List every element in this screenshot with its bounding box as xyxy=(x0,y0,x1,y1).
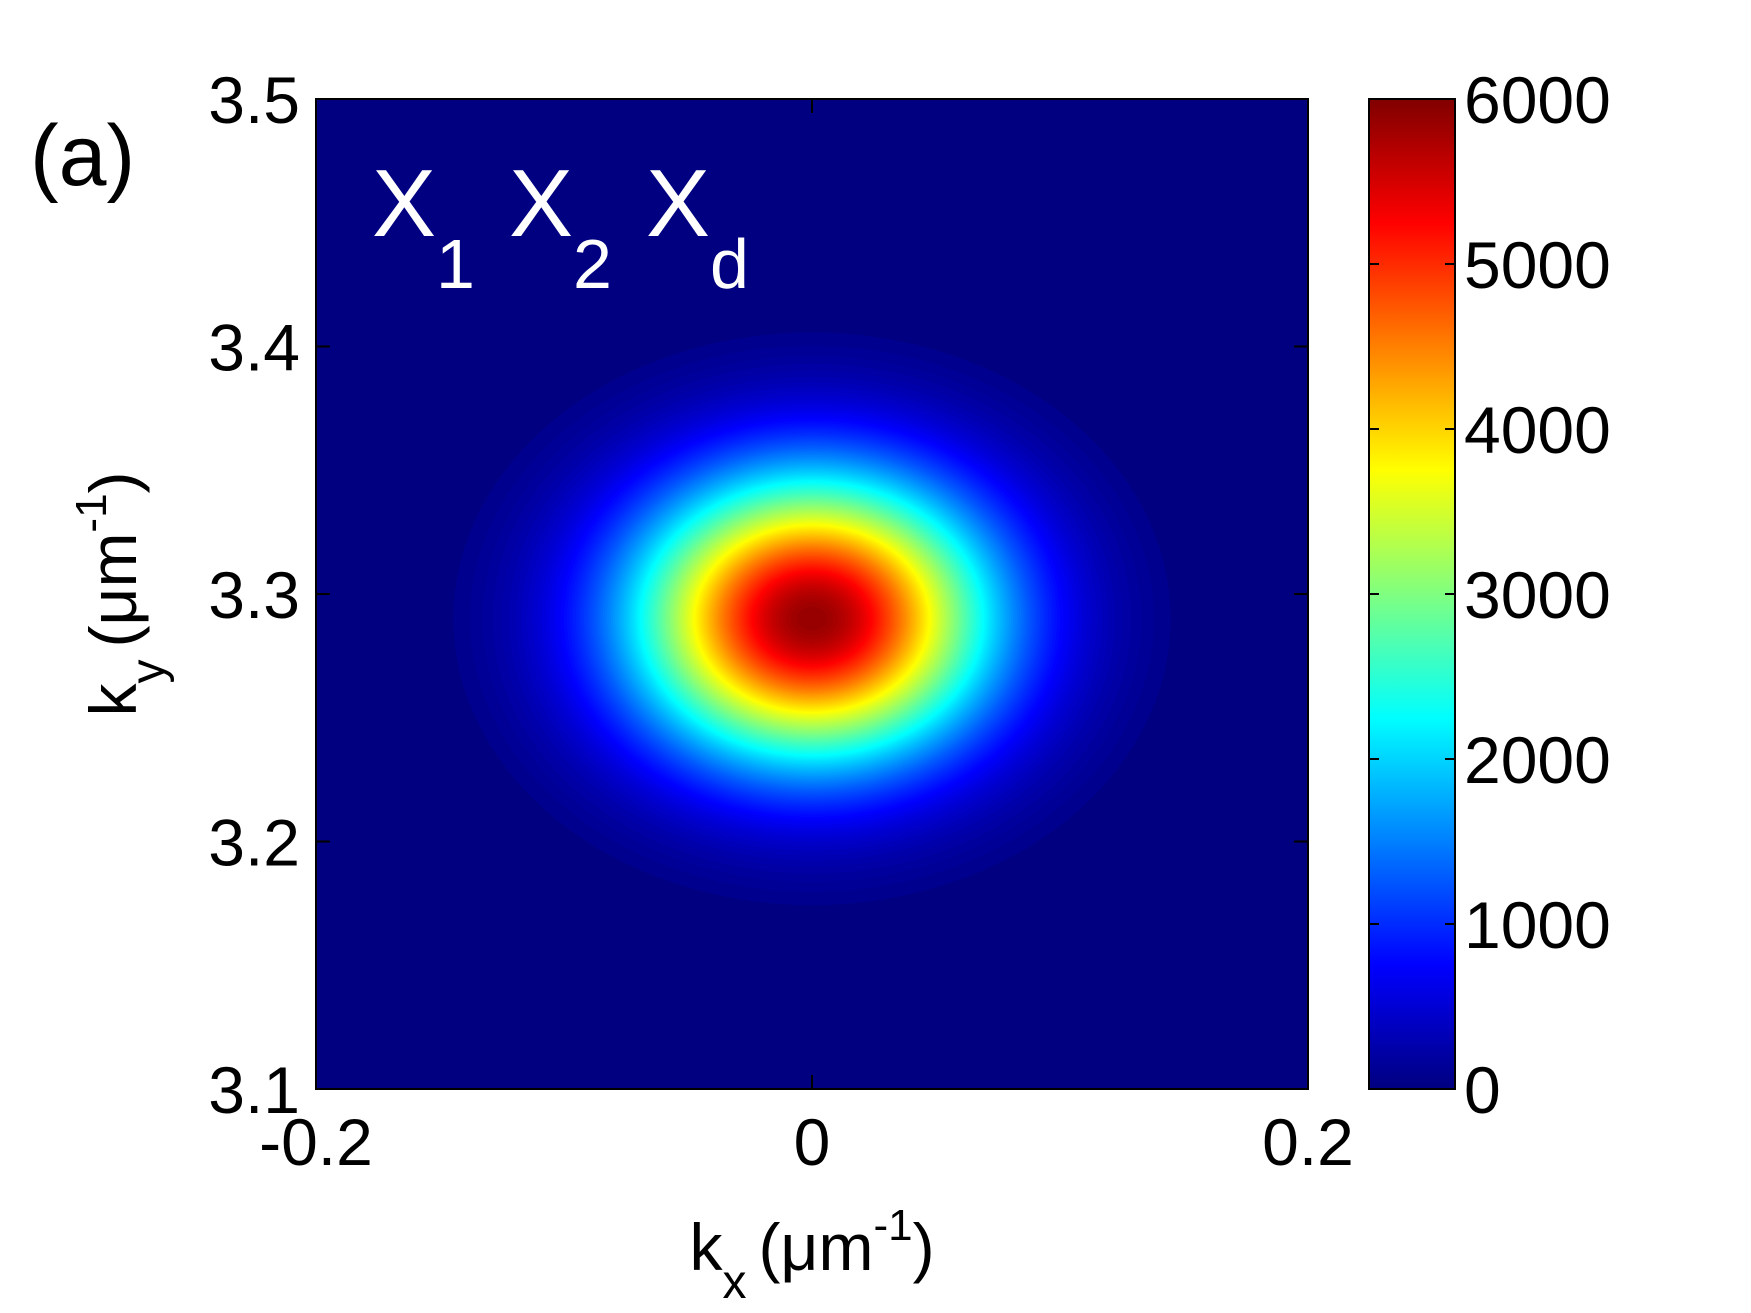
plot-area xyxy=(316,99,1308,1089)
y-label-unit-sup: -1 xyxy=(67,493,116,532)
x-tick-label: 0 xyxy=(794,1105,831,1179)
annotation-main: X xyxy=(509,150,573,257)
colorbar-tick-label: 4000 xyxy=(1464,393,1611,467)
colorbar-tick-label: 1000 xyxy=(1464,888,1611,962)
annotation-subscript: 1 xyxy=(436,225,475,303)
y-tick-label: 3.2 xyxy=(208,806,300,880)
x-label-unit-sup: -1 xyxy=(873,1201,912,1250)
x-label-sub: x xyxy=(722,1256,746,1309)
annotation-text: X1X2Xd xyxy=(372,150,749,303)
y-tick-label: 3.3 xyxy=(208,558,300,632)
y-axis-ticks: 3.1 3.2 3.3 3.4 3.5 xyxy=(208,63,1308,1127)
y-tick-label: 3.1 xyxy=(208,1053,300,1127)
colorbar-tick-label: 6000 xyxy=(1464,63,1611,137)
heatmap-rings xyxy=(453,332,1171,906)
annotation-subscript: 2 xyxy=(573,225,612,303)
panel-label: (a) xyxy=(30,108,135,204)
x-label-unit: (μm xyxy=(758,1210,873,1284)
series-annotation: X1X2Xd xyxy=(372,150,749,303)
colorbar-ticks: 0 1000 2000 3000 4000 5000 6000 xyxy=(1369,63,1611,1127)
y-axis-label: ky (μm-1) xyxy=(67,471,175,716)
heatmap-ring xyxy=(797,606,827,631)
y-label-unit: (μm xyxy=(76,533,150,648)
colorbar-tick-label: 3000 xyxy=(1464,558,1611,632)
colorbar-tick-label: 0 xyxy=(1464,1053,1501,1127)
x-axis-label: kx (μm-1) xyxy=(689,1201,934,1309)
x-label-main: k xyxy=(689,1210,723,1284)
colorbar-tick-label: 5000 xyxy=(1464,228,1611,302)
x-label-unit-close: ) xyxy=(913,1210,935,1284)
colorbar-gradient xyxy=(1368,98,1456,1090)
annotation-main: X xyxy=(372,150,436,257)
colorbar: 0 1000 2000 3000 4000 5000 6000 xyxy=(1368,63,1611,1127)
y-label-main: k xyxy=(76,683,150,717)
annotation-main: X xyxy=(646,150,710,257)
colorbar-tick-label: 2000 xyxy=(1464,723,1611,797)
y-label-sub: y xyxy=(122,660,175,684)
x-tick-label: 0.2 xyxy=(1262,1105,1354,1179)
y-tick-label: 3.4 xyxy=(208,311,300,385)
x-axis-ticks: -0.2 0 0.2 xyxy=(259,99,1354,1179)
x-tick-label: -0.2 xyxy=(259,1105,373,1179)
annotation-subscript: d xyxy=(710,225,749,303)
y-label-unit-close: ) xyxy=(76,471,150,493)
y-tick-label: 3.5 xyxy=(208,63,300,137)
